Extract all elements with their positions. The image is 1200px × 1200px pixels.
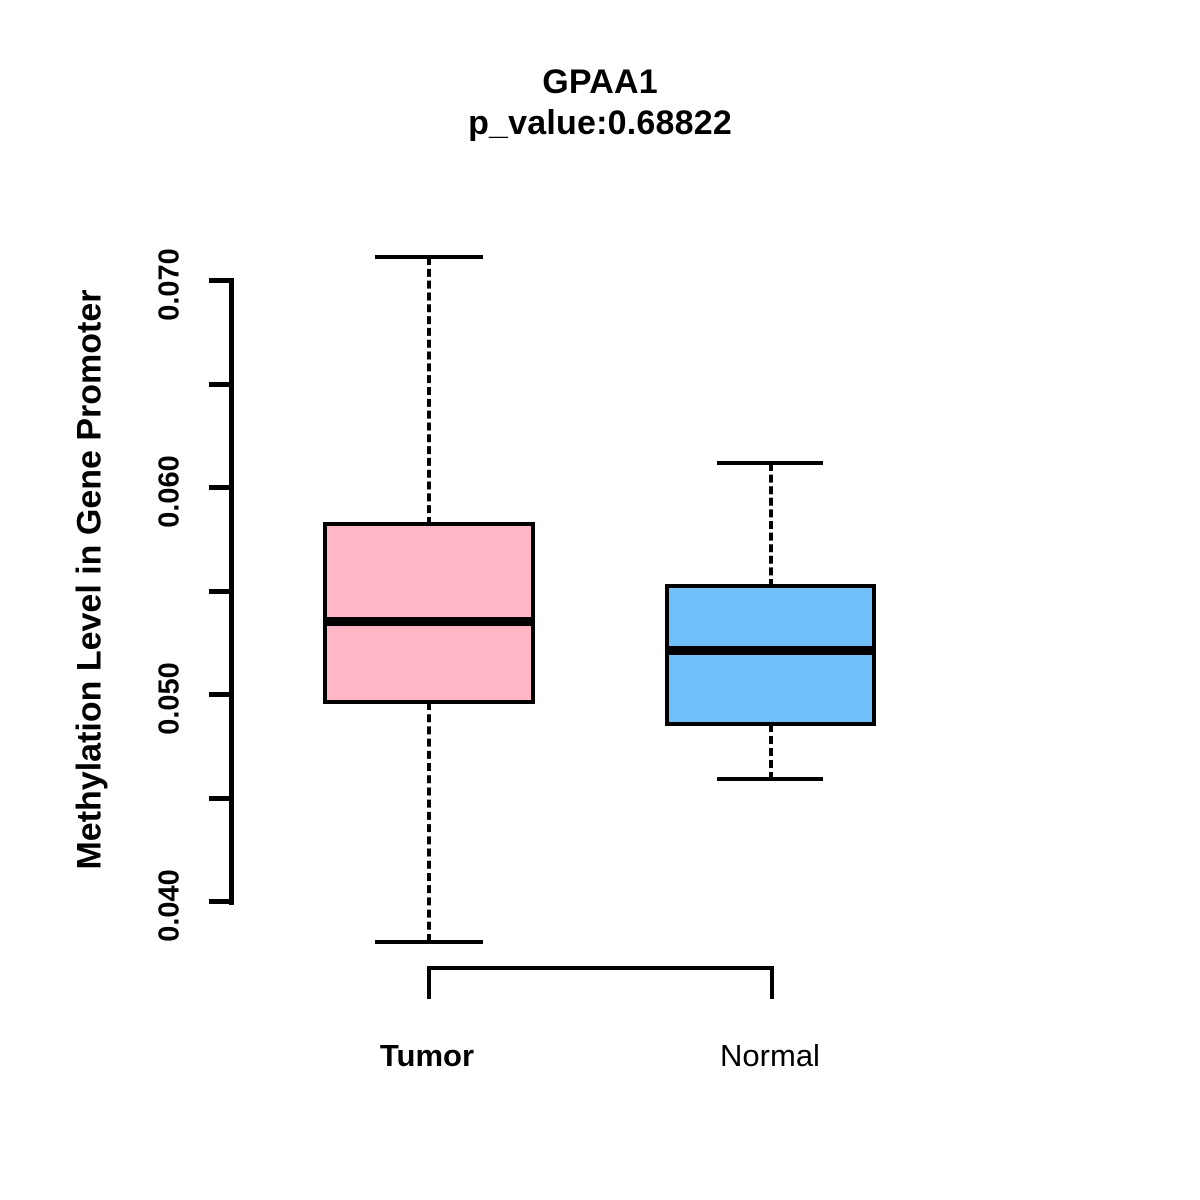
tumor-whisker-cap-upper [375, 255, 483, 259]
x-tick-tumor [427, 966, 431, 999]
y-tick-0070 [209, 278, 233, 283]
x-axis-label-tumor: Tumor [379, 1038, 475, 1073]
normal-whisker-lower [769, 724, 773, 780]
y-tick-label-0070: 0.070 [153, 248, 186, 321]
normal-box [665, 584, 876, 726]
normal-whisker-cap-lower [717, 777, 823, 781]
y-tick-label-0040: 0.040 [153, 869, 186, 942]
y-tick-label-0060: 0.060 [153, 455, 186, 528]
tumor-median-line [323, 617, 535, 626]
x-axis-label-normal: Normal [720, 1038, 820, 1073]
x-tick-normal [770, 966, 774, 999]
y-tick-0045 [209, 796, 233, 801]
y-tick-0055 [209, 589, 233, 594]
y-tick-0050 [209, 692, 233, 697]
y-tick-0065 [209, 382, 233, 387]
chart-subtitle-pvalue: p_value:0.68822 [468, 104, 732, 143]
y-tick-0060 [209, 485, 233, 490]
chart-title: GPAA1 [542, 63, 658, 101]
normal-whisker-upper [769, 463, 773, 587]
y-tick-0040 [209, 899, 233, 904]
tumor-whisker-cap-lower [375, 940, 483, 944]
y-tick-label-0050: 0.050 [153, 662, 186, 735]
normal-whisker-cap-upper [717, 461, 823, 465]
tumor-whisker-lower [427, 702, 431, 942]
normal-median-line [665, 646, 876, 655]
x-axis-line [427, 966, 774, 970]
tumor-box [323, 522, 535, 704]
y-axis-title: Methylation Level in Gene Promoter [70, 289, 109, 870]
chart-title-block: GPAA1 p_value:0.68822 [0, 62, 1200, 145]
tumor-whisker-upper [427, 257, 431, 525]
